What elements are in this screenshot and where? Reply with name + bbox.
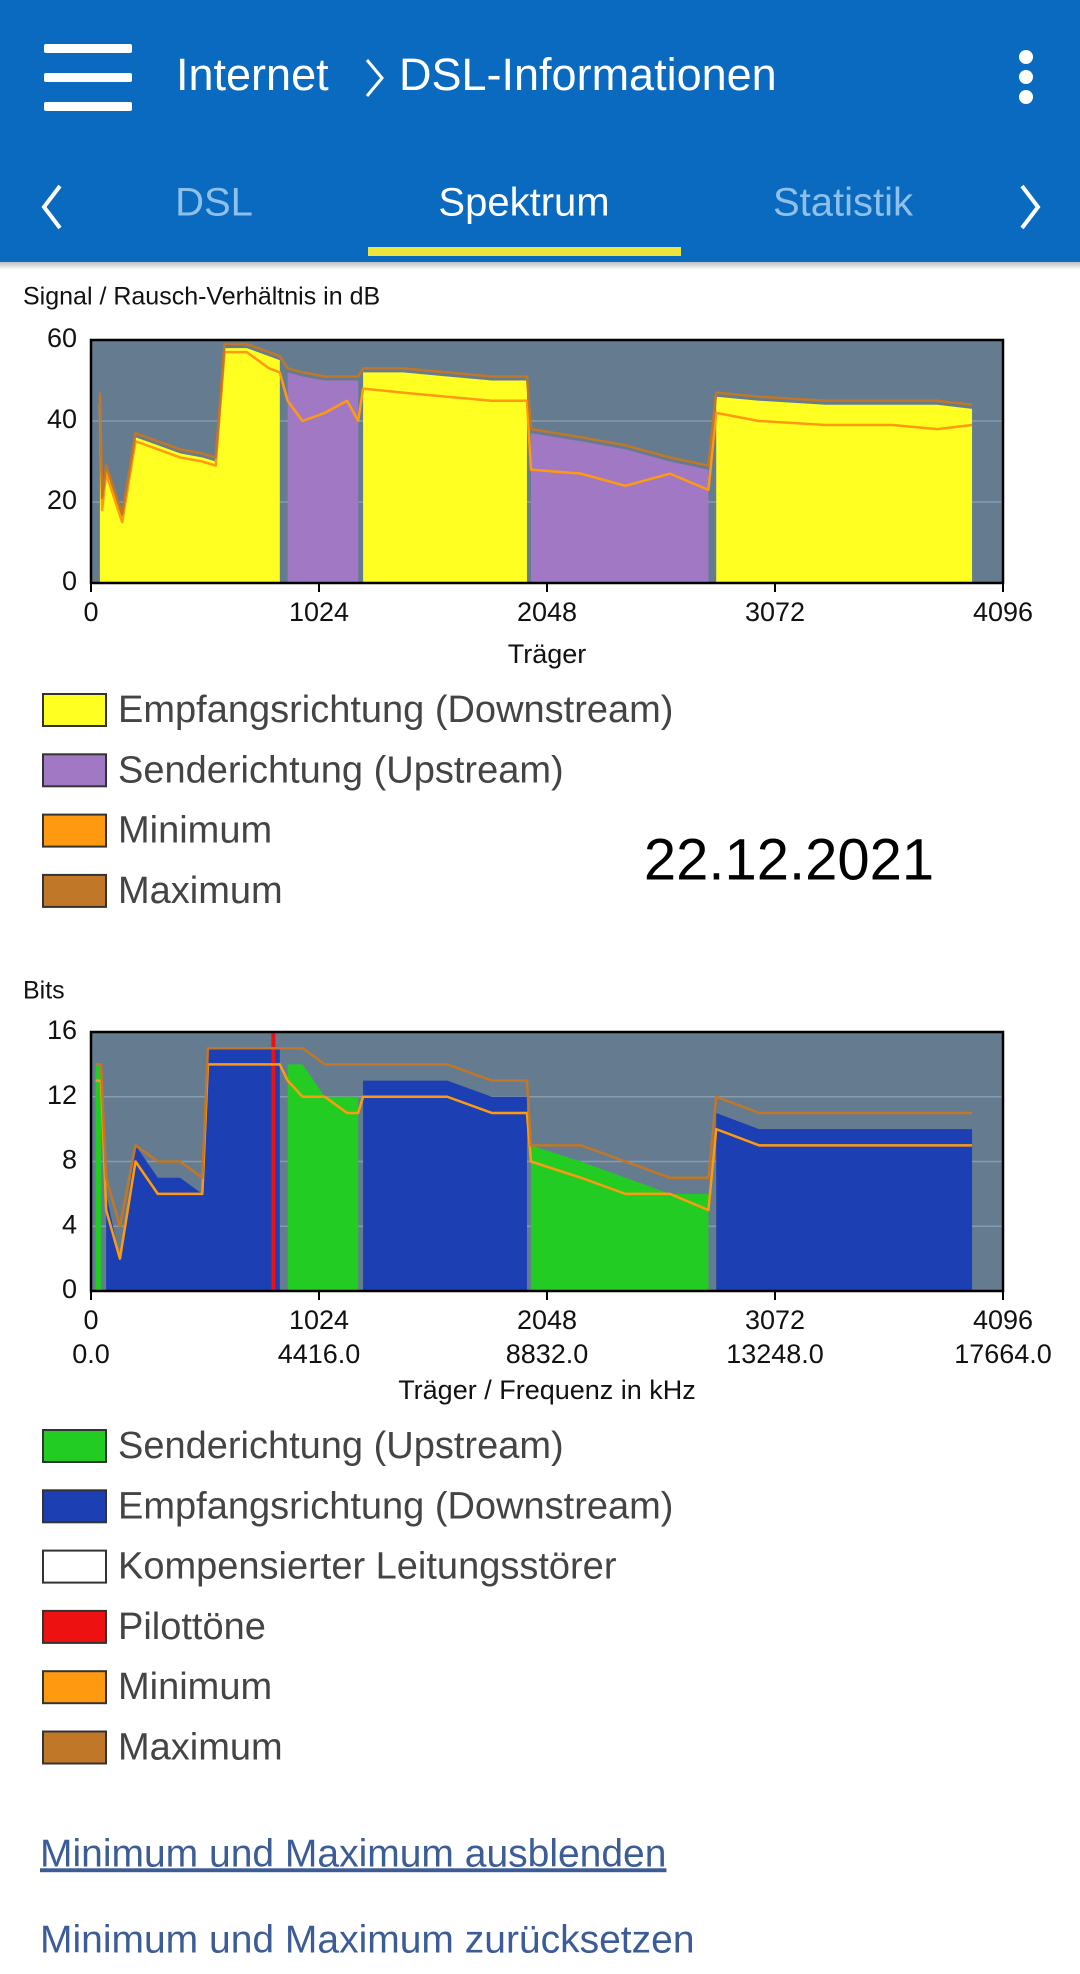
y-tick-label: 12	[47, 1080, 77, 1110]
x-axis-label: Träger	[508, 639, 587, 669]
tab-next[interactable]	[1020, 184, 1041, 230]
y-tick-label: 40	[47, 404, 77, 434]
legend-swatch	[42, 873, 107, 908]
tab[interactable]: Statistik	[773, 181, 914, 225]
legend-label: Senderichtung (Upstream)	[118, 1425, 564, 1467]
legend-label: Kompensierter Leitungsstörer	[118, 1546, 617, 1588]
app-bar	[0, 0, 1080, 262]
legend-label: Empfangsrichtung (Downstream)	[118, 689, 673, 731]
legend-swatch	[42, 693, 107, 727]
x-tick-label: 1024	[289, 1305, 349, 1335]
legend-label: Minimum	[118, 810, 272, 852]
legend-swatch	[42, 813, 107, 848]
y-tick-label: 0	[62, 1274, 77, 1304]
legend-swatch	[42, 753, 107, 788]
legend-label: Empfangsrichtung (Downstream)	[118, 1485, 673, 1527]
y-tick-label: 60	[47, 323, 77, 353]
link[interactable]: Minimum und Maximum zurücksetzen	[40, 1918, 695, 1961]
x-tick-label: 3072	[745, 597, 805, 627]
x-tick-label: 2048	[517, 1305, 577, 1335]
legend-swatch	[42, 1489, 107, 1524]
app-bar-shadow	[0, 262, 1080, 270]
chart-title: Signal / Rausch-Verhältnis in dB	[23, 283, 380, 311]
legend-swatch	[42, 1730, 107, 1765]
x2-tick-label: 4416.0	[278, 1339, 361, 1369]
line	[95, 1063, 973, 1260]
link[interactable]: Minimum und Maximum ausblenden	[40, 1832, 666, 1875]
y-tick-label: 20	[47, 485, 77, 515]
x-axis-label: Träger / Frequenz in kHz	[398, 1375, 696, 1405]
header-title: Internet	[176, 49, 329, 100]
breadcrumb-separator	[365, 59, 384, 97]
legend-swatch	[42, 1549, 107, 1584]
x-tick-label: 0	[83, 597, 98, 627]
x-tick-label: 1024	[289, 597, 349, 627]
tab[interactable]: DSL	[175, 181, 253, 225]
legend-swatch	[42, 1609, 107, 1644]
overflow-menu[interactable]	[1019, 50, 1033, 104]
legend-label: Pilottöne	[118, 1606, 266, 1648]
legend-label: Maximum	[118, 870, 283, 912]
area	[106, 1048, 973, 1291]
legend-swatch	[42, 1670, 107, 1705]
legend-swatch	[42, 1429, 107, 1463]
area	[287, 372, 709, 583]
y-tick-label: 4	[62, 1209, 77, 1239]
plot-data	[95, 1032, 973, 1291]
legend-label: Senderichtung (Upstream)	[118, 749, 564, 791]
legend-label: Maximum	[118, 1727, 283, 1769]
x2-tick-label: 0.0	[72, 1339, 110, 1369]
x2-tick-label: 8832.0	[506, 1339, 589, 1369]
area	[95, 1064, 709, 1291]
x2-tick-label: 13248.0	[726, 1339, 824, 1369]
x-tick-label: 2048	[517, 597, 577, 627]
x-tick-label: 4096	[973, 597, 1033, 627]
line	[98, 350, 973, 524]
x-tick-label: 0	[83, 1305, 98, 1335]
x-tick-label: 3072	[745, 1305, 805, 1335]
date-annotation: 22.12.2021	[644, 827, 934, 892]
plot-data	[98, 342, 973, 583]
line	[95, 1046, 973, 1228]
tab-active[interactable]: Spektrum	[438, 181, 609, 225]
line	[98, 342, 973, 516]
header-subtitle: DSL-Informationen	[399, 49, 777, 100]
menu-button[interactable]	[44, 44, 132, 111]
y-tick-label: 16	[47, 1015, 77, 1045]
legend-label: Minimum	[118, 1666, 272, 1708]
area	[99, 348, 973, 583]
tab-prev[interactable]	[41, 184, 62, 230]
plot-border	[89, 338, 1005, 585]
x-tick-label: 4096	[973, 1305, 1033, 1335]
y-tick-label: 8	[62, 1145, 77, 1175]
plot-border	[89, 1030, 1005, 1293]
x2-tick-label: 17664.0	[954, 1339, 1052, 1369]
tab-indicator	[368, 247, 681, 256]
y-tick-label: 0	[62, 566, 77, 596]
chart-title: Bits	[23, 977, 65, 1005]
